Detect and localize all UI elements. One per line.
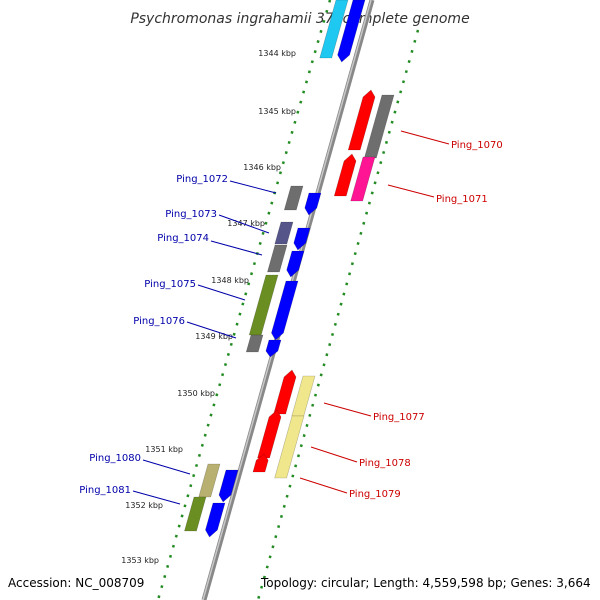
- gene-leader-line: [229, 180, 277, 194]
- tick-label: 1351 kbp: [145, 445, 183, 454]
- cds-gray-feature[interactable]: [363, 94, 395, 159]
- gene-leader-line: [310, 446, 358, 463]
- map-title: Psychromonas ingrahamii 37, complete gen…: [130, 11, 469, 27]
- gene-leader-line: [323, 402, 372, 417]
- gene-label-ping-1076[interactable]: Ping_1076: [133, 316, 185, 327]
- cds-red-feature[interactable]: [273, 369, 297, 415]
- gene-leader-line: [186, 321, 237, 339]
- tick-label: 1344 kbp: [258, 49, 296, 58]
- cds-olive-feature[interactable]: [184, 496, 207, 532]
- gene-label-ping-1071[interactable]: Ping_1071: [436, 194, 488, 205]
- gene-leader-line: [400, 130, 450, 145]
- cds-blue-feature[interactable]: [337, 0, 366, 63]
- cds-yellow-feature[interactable]: [291, 375, 316, 417]
- gene-label-ping-1078[interactable]: Ping_1078: [359, 458, 411, 469]
- cds-gray-feature[interactable]: [245, 334, 264, 353]
- gene-label-ping-1070[interactable]: Ping_1070: [451, 140, 503, 151]
- cds-cyan-feature[interactable]: [319, 0, 349, 59]
- tick-label: 1349 kbp: [195, 332, 233, 341]
- tick-label: 1348 kbp: [211, 276, 249, 285]
- cds-gray-feature[interactable]: [283, 185, 304, 211]
- tick-label: 1350 kbp: [177, 389, 215, 398]
- cds-blue-feature[interactable]: [265, 339, 282, 358]
- cds-slate-feature[interactable]: [274, 221, 294, 245]
- gene-label-ping-1075[interactable]: Ping_1075: [144, 279, 196, 290]
- gene-leader-line: [387, 184, 435, 198]
- cds-blue-feature[interactable]: [286, 250, 305, 278]
- gene-label-ping-1081[interactable]: Ping_1081: [79, 485, 131, 496]
- features-layer: [184, 0, 395, 538]
- cds-red-feature[interactable]: [347, 89, 376, 151]
- cds-khaki-feature[interactable]: [198, 463, 221, 498]
- gene-leader-line: [132, 490, 181, 505]
- cds-magenta-feature[interactable]: [350, 156, 376, 202]
- tick-label: 1345 kbp: [258, 107, 296, 116]
- accession-text: Accession: NC_008709: [8, 576, 144, 590]
- gene-label-ping-1074[interactable]: Ping_1074: [157, 233, 209, 244]
- gene-label-ping-1080[interactable]: Ping_1080: [89, 453, 141, 464]
- cds-blue-feature[interactable]: [271, 280, 299, 341]
- cds-blue-feature[interactable]: [205, 502, 226, 538]
- cds-blue-feature[interactable]: [293, 227, 311, 251]
- gene-leader-line: [197, 284, 246, 301]
- tick-label: 1352 kbp: [125, 501, 163, 510]
- cds-red-feature[interactable]: [252, 453, 269, 473]
- gene-label-ping-1077[interactable]: Ping_1077: [373, 412, 425, 423]
- cds-red-feature[interactable]: [257, 409, 282, 459]
- cds-yellow-feature[interactable]: [274, 415, 305, 479]
- cds-blue-feature[interactable]: [304, 192, 322, 216]
- topology-text: Topology: circular; Length: 4,559,598 bp…: [260, 576, 591, 590]
- cds-blue-feature[interactable]: [218, 469, 239, 503]
- tick-track-right: [256, 29, 420, 600]
- tick-label: 1346 kbp: [243, 163, 281, 172]
- labels-layer: Ping_1070 Ping_1071 Ping_1072 Ping_1073 Ping…: [79, 130, 503, 505]
- gene-label-ping-1073[interactable]: Ping_1073: [165, 209, 217, 220]
- gene-label-ping-1072[interactable]: Ping_1072: [176, 174, 228, 185]
- tick-label: 1353 kbp: [121, 556, 159, 565]
- gene-leader-line: [218, 214, 270, 234]
- gene-label-ping-1079[interactable]: Ping_1079: [349, 489, 401, 500]
- cds-red-feature[interactable]: [333, 153, 357, 197]
- tick-label: 1347 kbp: [227, 219, 265, 228]
- gene-leader-line: [299, 477, 348, 494]
- gene-leader-line: [210, 240, 263, 256]
- gene-leader-line: [142, 459, 191, 475]
- cds-gray-feature[interactable]: [267, 244, 288, 273]
- ticks-layer: 1344 kbp 1345 kbp 1346 kbp 1347 kbp 1348 kbp…: [121, 49, 296, 565]
